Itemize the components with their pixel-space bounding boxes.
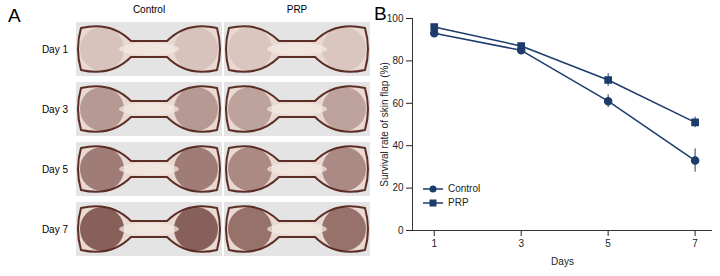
- svg-text:20: 20: [392, 182, 404, 193]
- svg-text:Survival rate of skin flap (%): Survival rate of skin flap (%): [379, 62, 390, 187]
- svg-text:Day 1: Day 1: [42, 44, 69, 55]
- html-text:Control: Control: [448, 183, 481, 194]
- svg-text:Days: Days: [551, 256, 574, 267]
- svg-text:7: 7: [692, 238, 698, 249]
- svg-text:Control: Control: [133, 4, 165, 15]
- svg-text:Day 5: Day 5: [42, 164, 69, 175]
- svg-text:80: 80: [392, 55, 404, 66]
- svg-text:0: 0: [398, 225, 404, 236]
- svg-text:Day 3: Day 3: [42, 104, 69, 115]
- svg-text:100: 100: [387, 13, 404, 24]
- svg-text:3: 3: [518, 238, 524, 249]
- svg-text:40: 40: [392, 140, 404, 151]
- svg-text:Day 7: Day 7: [42, 224, 69, 235]
- svg-text:B: B: [374, 3, 387, 24]
- svg-text:PRP: PRP: [287, 4, 308, 15]
- svg-text:A: A: [8, 5, 21, 26]
- svg-text:1: 1: [431, 238, 437, 249]
- svg-text:5: 5: [605, 238, 611, 249]
- html-text:PRP: PRP: [448, 197, 469, 208]
- svg-text:60: 60: [392, 98, 404, 109]
